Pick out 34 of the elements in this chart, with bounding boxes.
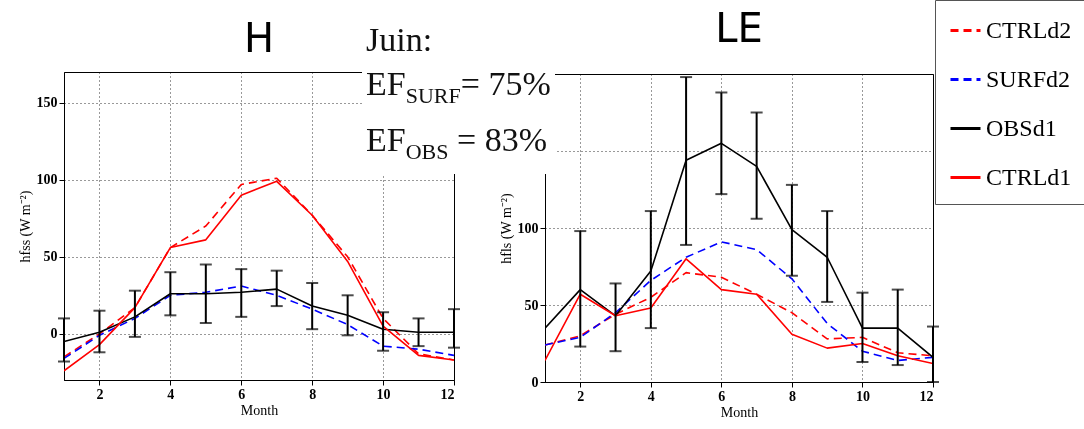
x-tick-label: 2: [96, 386, 104, 402]
legend-label: SURFd2: [986, 65, 1071, 92]
y-tick-label: 100: [517, 220, 539, 236]
x-tick-label: 6: [718, 388, 726, 404]
text: Juin:: [366, 20, 434, 60]
x-tick-label: 8: [788, 388, 796, 404]
y-tick-label: 0: [531, 374, 539, 390]
legend-label: CTRLd2: [986, 16, 1072, 43]
x-tick-label: 12: [919, 388, 934, 404]
x-tick-label: 6: [238, 386, 246, 402]
annotation: EF$_{SURF}$= 75%: [366, 64, 551, 110]
y-tick-label: 150: [36, 95, 58, 111]
y-tick-label: 0: [50, 326, 58, 342]
legend-label: OBSd1: [986, 114, 1057, 141]
line-series: [545, 258, 933, 365]
chart-title: H: [243, 15, 275, 61]
x-axis-title: Month: [240, 402, 279, 418]
x-tick-label: 4: [167, 386, 175, 402]
y-tick-label: 100: [36, 172, 58, 188]
x-tick-label: 10: [855, 388, 870, 404]
y-axis-title: hfls (W m⁻²): [498, 192, 515, 264]
x-axis-title: Month: [720, 404, 759, 420]
y-tick-label: 50: [524, 297, 539, 313]
legend-label: CTRLd1: [986, 163, 1072, 190]
x-tick-label: 12: [440, 386, 455, 402]
x-tick-label: 4: [647, 388, 655, 404]
annotation: EF$_{OBS}$ = 83%: [366, 119, 548, 166]
line-series: [545, 241, 933, 362]
x-tick-label: 8: [309, 386, 317, 402]
x-tick-label: 10: [376, 386, 391, 402]
x-tick-label: 2: [577, 388, 585, 404]
y-tick-label: 50: [43, 249, 58, 265]
y-axis-title: hfss (W m⁻²): [17, 190, 34, 263]
chart-title: LE: [715, 4, 763, 51]
